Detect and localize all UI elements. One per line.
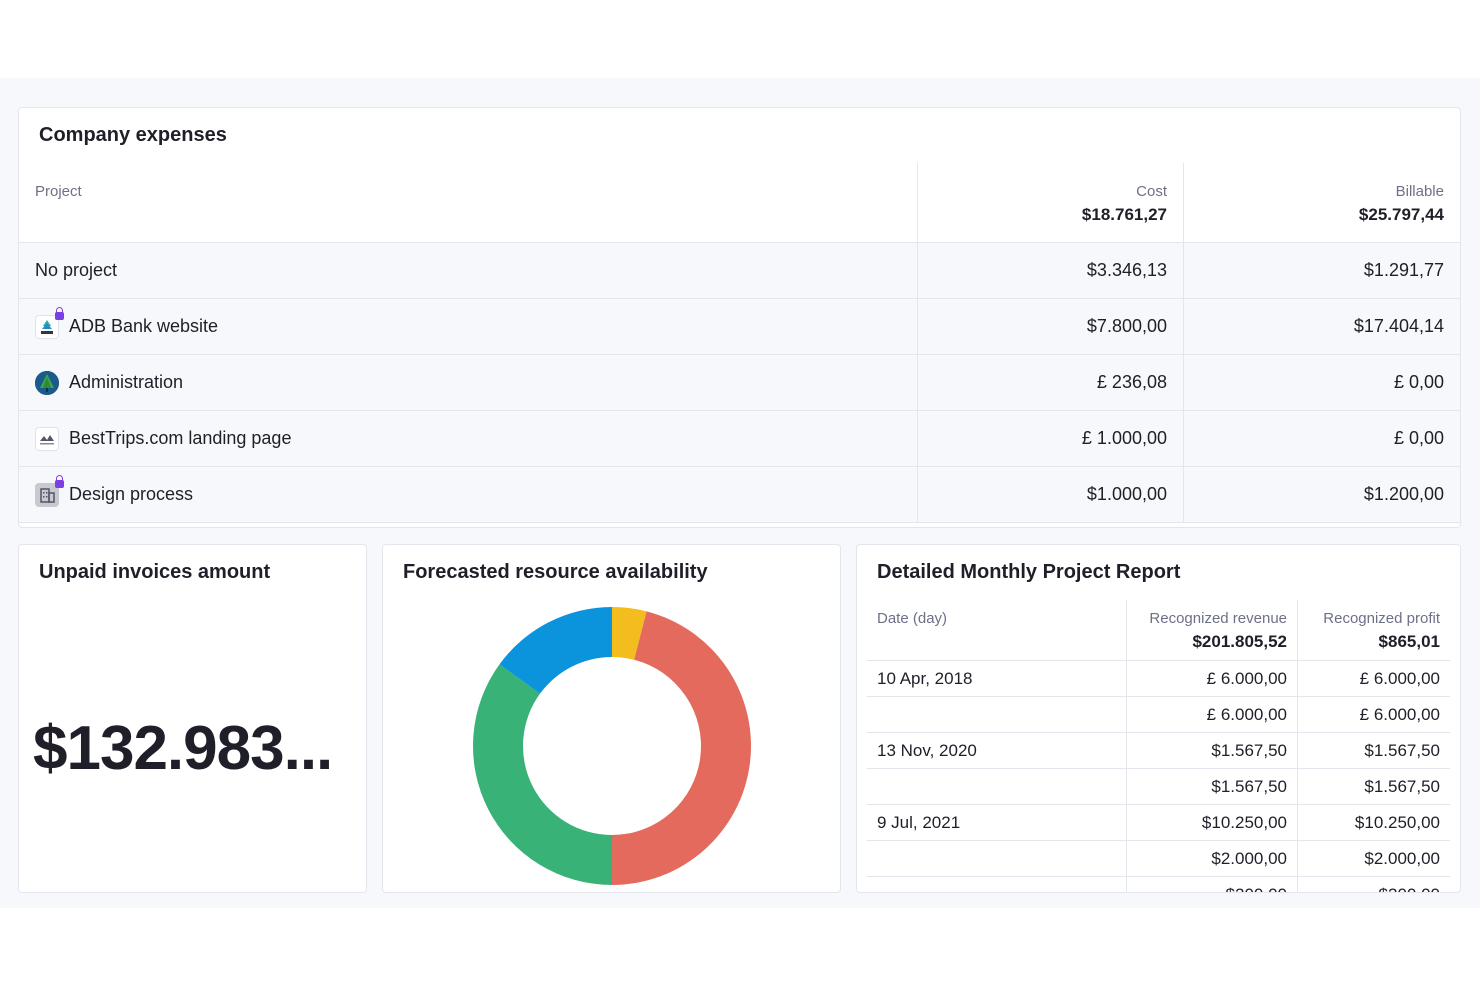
profit-value: $10.250,00 bbox=[1354, 813, 1440, 832]
billable-value: $1.291,77 bbox=[1363, 260, 1444, 280]
table-row[interactable]: $2.000,00 $2.000,00 bbox=[867, 841, 1450, 877]
profit-value: £ 6.000,00 bbox=[1359, 669, 1440, 688]
billable-value: £ 0,00 bbox=[1393, 372, 1444, 392]
column-header-cost[interactable]: Cost bbox=[1136, 183, 1167, 200]
project-name: Administration bbox=[69, 372, 184, 392]
revenue-total: $201.805,52 bbox=[1192, 632, 1287, 651]
cost-value: $3.346,13 bbox=[1086, 260, 1167, 280]
tree-logo-icon bbox=[35, 371, 59, 395]
table-header: Project Cost $18.761,27 Billable $25.797… bbox=[19, 163, 1460, 243]
revenue-value: $1.567,50 bbox=[1211, 777, 1287, 796]
revenue-value: $200,00 bbox=[1226, 885, 1287, 892]
table-row[interactable]: ADB Bank website $7.800,00 $17.404,14 bbox=[19, 299, 1460, 355]
profit-value: $2.000,00 bbox=[1364, 849, 1440, 868]
donut-slice-0[interactable] bbox=[612, 607, 647, 660]
unpaid-invoices-card: Unpaid invoices amount $132.983... bbox=[18, 544, 367, 893]
project-name: No project bbox=[35, 260, 118, 280]
billable-value: $17.404,14 bbox=[1353, 316, 1444, 336]
table-header: Date (day) Recognized revenue $201.805,5… bbox=[867, 600, 1450, 661]
table-row[interactable]: £ 6.000,00 £ 6.000,00 bbox=[867, 697, 1450, 733]
table-row[interactable]: $200,00 $200,00 bbox=[867, 877, 1450, 892]
table-row[interactable]: 9 Jul, 2021 $10.250,00 $10.250,00 bbox=[867, 805, 1450, 841]
card-title: Company expenses bbox=[39, 124, 227, 146]
company-expenses-card: Company expenses Project Cost $18.761,27… bbox=[18, 107, 1461, 528]
cost-value: $7.800,00 bbox=[1086, 316, 1167, 336]
project-name: ADB Bank website bbox=[69, 316, 219, 336]
revenue-value: $10.250,00 bbox=[1201, 813, 1287, 832]
date-value: 9 Jul, 2021 bbox=[877, 813, 961, 832]
table-row[interactable]: $1.567,50 $1.567,50 bbox=[867, 769, 1450, 805]
report-table: Date (day) Recognized revenue $201.805,5… bbox=[867, 600, 1450, 892]
table-row[interactable]: 10 Apr, 2018 £ 6.000,00 £ 6.000,00 bbox=[867, 661, 1450, 697]
column-header-profit[interactable]: Recognized profit bbox=[1323, 610, 1440, 627]
profit-value: £ 6.000,00 bbox=[1359, 705, 1440, 724]
forecast-card: Forecasted resource availability bbox=[382, 544, 841, 893]
cost-value: £ 1.000,00 bbox=[1081, 428, 1167, 448]
billable-value: $1.200,00 bbox=[1363, 484, 1444, 504]
table-row[interactable]: Design process $1.000,00 $1.200,00 bbox=[19, 467, 1460, 523]
profit-value: $1.567,50 bbox=[1364, 777, 1440, 796]
column-header-date[interactable]: Date (day) bbox=[877, 610, 948, 627]
billable-total: $25.797,44 bbox=[1358, 205, 1444, 224]
unpaid-amount: $132.983... bbox=[33, 714, 333, 783]
date-value: 10 Apr, 2018 bbox=[877, 669, 973, 688]
profit-value: $200,00 bbox=[1379, 885, 1440, 892]
besttrips-logo-icon bbox=[35, 427, 59, 451]
column-header-billable[interactable]: Billable bbox=[1395, 183, 1444, 200]
cost-value: £ 236,08 bbox=[1096, 372, 1167, 392]
project-name: Design process bbox=[69, 484, 194, 504]
table-row[interactable]: BestTrips.com landing page £ 1.000,00 £ … bbox=[19, 411, 1460, 467]
lock-icon bbox=[55, 307, 64, 320]
project-name: BestTrips.com landing page bbox=[69, 428, 292, 448]
column-header-project[interactable]: Project bbox=[35, 183, 82, 200]
card-title: Forecasted resource availability bbox=[403, 561, 708, 583]
card-title: Unpaid invoices amount bbox=[39, 561, 271, 583]
revenue-value: $2.000,00 bbox=[1211, 849, 1287, 868]
table-row[interactable]: No project $3.346,13 $1.291,77 bbox=[19, 243, 1460, 299]
revenue-value: £ 6.000,00 bbox=[1206, 705, 1287, 724]
cost-total: $18.761,27 bbox=[1081, 205, 1167, 224]
profit-value: $1.567,50 bbox=[1364, 741, 1440, 760]
lock-icon bbox=[55, 475, 64, 488]
profit-total: $865,01 bbox=[1378, 632, 1440, 651]
donut-slice-2[interactable] bbox=[473, 664, 612, 885]
table-row[interactable]: Administration £ 236,08 £ 0,00 bbox=[19, 355, 1460, 411]
column-header-revenue[interactable]: Recognized revenue bbox=[1149, 610, 1287, 627]
revenue-value: $1.567,50 bbox=[1211, 741, 1287, 760]
monthly-report-card: Detailed Monthly Project Report Date (da… bbox=[856, 544, 1461, 893]
card-title: Detailed Monthly Project Report bbox=[877, 561, 1181, 583]
donut-chart bbox=[473, 607, 751, 885]
date-value: 13 Nov, 2020 bbox=[877, 741, 977, 760]
expenses-table: Project Cost $18.761,27 Billable $25.797… bbox=[19, 163, 1460, 523]
table-row[interactable]: 13 Nov, 2020 $1.567,50 $1.567,50 bbox=[867, 733, 1450, 769]
donut-slice-3[interactable] bbox=[499, 607, 612, 694]
donut-slice-1[interactable] bbox=[612, 611, 751, 885]
cost-value: $1.000,00 bbox=[1086, 484, 1167, 504]
revenue-value: £ 6.000,00 bbox=[1206, 669, 1287, 688]
billable-value: £ 0,00 bbox=[1393, 428, 1444, 448]
